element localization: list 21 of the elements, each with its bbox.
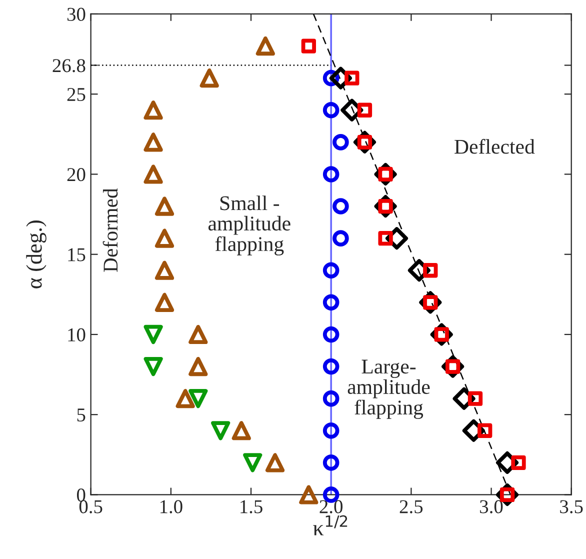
x-tick-label: 0.5 xyxy=(79,500,102,514)
y-tick-label: 30 xyxy=(67,8,86,21)
y-tick-label: 0 xyxy=(76,488,86,502)
annotation: Deformed xyxy=(102,188,118,272)
y-axis-title: α (deg.) xyxy=(26,220,46,288)
annotation: Deflected xyxy=(454,138,535,154)
x-tick-label: 3.5 xyxy=(560,500,583,514)
y-tick-label: 26.8 xyxy=(52,59,86,72)
x-tick-label: 1.0 xyxy=(160,500,182,514)
y-tick-label: 25 xyxy=(67,88,86,102)
y-tick-label: 5 xyxy=(77,408,86,422)
x-tick-label: 2.0 xyxy=(320,500,342,514)
y-tick-label: 10 xyxy=(68,328,86,342)
annotation: Large- amplitude flapping xyxy=(348,360,430,419)
x-tick-label: 2.5 xyxy=(400,500,423,514)
x-axis-title: κ$^{1/2}$ xyxy=(313,515,348,536)
y-tick-label: 20 xyxy=(67,168,86,182)
annotation: Small - amplitude flapping xyxy=(208,196,290,256)
x-tick-label: 3.0 xyxy=(480,500,503,514)
y-tick-label: 15 xyxy=(68,248,86,262)
x-tick-label: 1.5 xyxy=(240,500,262,514)
